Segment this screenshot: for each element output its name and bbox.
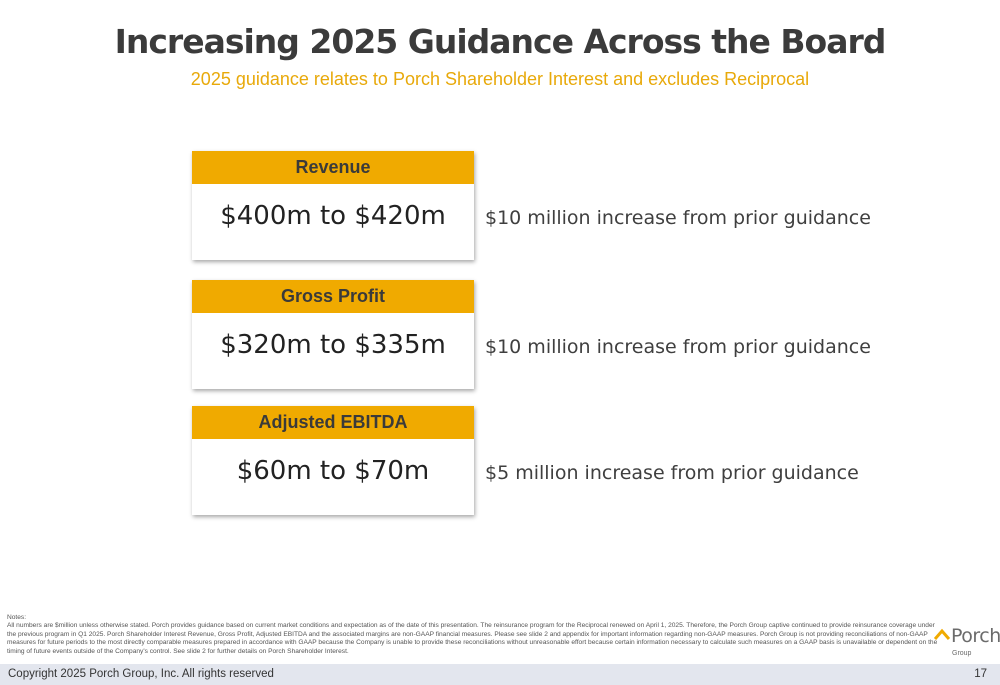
logo-wordmark: Porch bbox=[951, 625, 1000, 647]
copyright-text: Copyright 2025 Porch Group, Inc. All rig… bbox=[8, 668, 274, 680]
logo-subtext: Group bbox=[952, 650, 972, 657]
card-label: Revenue bbox=[192, 151, 474, 184]
footnotes: Notes: All numbers are $million unless o… bbox=[7, 614, 942, 656]
page-number: 17 bbox=[974, 668, 987, 680]
card-value: $400m to $420m bbox=[220, 201, 446, 231]
metric-revenue: Revenue $400m to $420m $10 million incre… bbox=[0, 151, 1000, 263]
guidance-card: Gross Profit $320m to $335m bbox=[192, 280, 474, 389]
porch-group-logo: Porch Group bbox=[934, 625, 1000, 661]
footer-bar: Copyright 2025 Porch Group, Inc. All rig… bbox=[0, 664, 1000, 685]
card-label: Gross Profit bbox=[192, 280, 474, 313]
guidance-change-note: $10 million increase from prior guidance bbox=[485, 207, 871, 229]
footnotes-body: All numbers are $million unless otherwis… bbox=[7, 622, 938, 655]
page-subtitle: 2025 guidance relates to Porch Sharehold… bbox=[190, 69, 810, 89]
guidance-card: Adjusted EBITDA $60m to $70m bbox=[192, 406, 474, 515]
card-value: $320m to $335m bbox=[220, 330, 446, 360]
page-title: Increasing 2025 Guidance Across the Boar… bbox=[114, 22, 887, 61]
card-value: $60m to $70m bbox=[236, 456, 430, 486]
guidance-change-note: $5 million increase from prior guidance bbox=[485, 462, 859, 484]
footnotes-heading: Notes: bbox=[7, 614, 27, 621]
card-label: Adjusted EBITDA bbox=[192, 406, 474, 439]
guidance-card: Revenue $400m to $420m bbox=[192, 151, 474, 260]
guidance-change-note: $10 million increase from prior guidance bbox=[485, 336, 871, 358]
metric-gross-profit: Gross Profit $320m to $335m $10 million … bbox=[0, 280, 1000, 392]
metric-adjusted-ebitda: Adjusted EBITDA $60m to $70m $5 million … bbox=[0, 406, 1000, 518]
porch-roof-icon bbox=[934, 628, 951, 640]
